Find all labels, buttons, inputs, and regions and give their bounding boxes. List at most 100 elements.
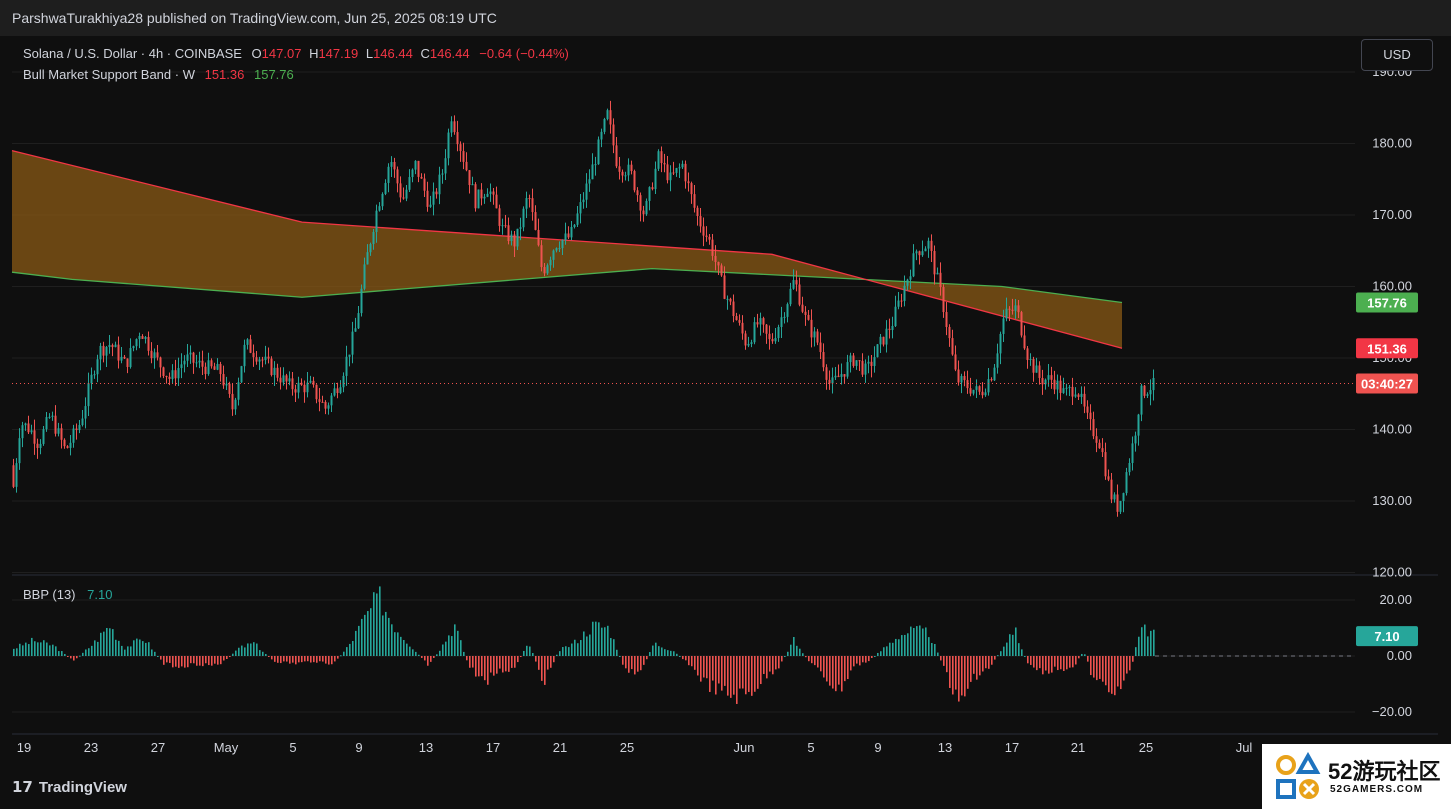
bbp-bar bbox=[1003, 646, 1005, 656]
bbp-bar bbox=[748, 656, 750, 692]
candle-body bbox=[948, 327, 951, 339]
bbp-bar bbox=[1090, 656, 1092, 676]
candle-body bbox=[468, 170, 471, 186]
chart-frame[interactable] bbox=[12, 37, 1438, 764]
bbp-bar bbox=[181, 656, 183, 667]
candle-body bbox=[852, 355, 855, 366]
time-tick-label: 19 bbox=[17, 740, 31, 755]
bbp-bar bbox=[766, 656, 768, 679]
candle-body bbox=[891, 326, 894, 330]
candle-body bbox=[192, 352, 195, 363]
bbp-bar bbox=[913, 627, 915, 656]
bbp-bar bbox=[1051, 656, 1053, 673]
band-name[interactable]: Bull Market Support Band · W bbox=[23, 67, 195, 82]
bbp-bar bbox=[967, 656, 969, 689]
bbp-bar bbox=[679, 656, 681, 657]
price-legend: Solana / U.S. Dollar · 4h · COINBASE O14… bbox=[23, 46, 569, 61]
bbp-bar bbox=[877, 652, 879, 656]
band-upper-badge-bg bbox=[1356, 292, 1418, 313]
watermark-sub: 52GAMERS.COM bbox=[1330, 784, 1424, 795]
candle-body bbox=[849, 355, 852, 363]
bbp-bar bbox=[202, 656, 204, 667]
candle-body bbox=[780, 317, 783, 327]
candle-body bbox=[24, 423, 27, 426]
candle-body bbox=[447, 132, 450, 159]
bbp-bar bbox=[424, 656, 426, 661]
bbp-bar bbox=[253, 642, 255, 656]
candle-body bbox=[939, 272, 942, 288]
candle-body bbox=[402, 197, 405, 199]
high-label: H bbox=[309, 46, 319, 61]
bbp-bar bbox=[118, 640, 120, 656]
bbp-bar bbox=[1150, 630, 1152, 656]
candle-body bbox=[1059, 380, 1062, 393]
candle-body bbox=[117, 344, 120, 361]
symbol-label[interactable]: Solana / U.S. Dollar · 4h · COINBASE bbox=[23, 46, 242, 61]
bbp-bar bbox=[13, 648, 15, 656]
candle-body bbox=[504, 225, 507, 227]
candle-body bbox=[555, 248, 558, 251]
candle-body bbox=[1113, 494, 1116, 500]
bbp-bar bbox=[97, 641, 99, 656]
bbp-bar bbox=[1036, 656, 1038, 671]
bbp-bar bbox=[1141, 627, 1143, 656]
bbp-bar bbox=[220, 656, 222, 665]
bbp-bar bbox=[850, 656, 852, 671]
bbp-bar bbox=[919, 625, 921, 656]
candle-body bbox=[807, 314, 810, 320]
candle-body bbox=[1122, 493, 1125, 501]
candle-body bbox=[1053, 379, 1056, 390]
time-tick-label: 13 bbox=[938, 740, 952, 755]
bbp-tick-label: 20.00 bbox=[1379, 592, 1412, 607]
bbp-bar bbox=[1054, 656, 1056, 667]
candle-body bbox=[441, 173, 444, 175]
currency-button[interactable]: USD bbox=[1361, 39, 1433, 71]
bbp-bar bbox=[40, 642, 42, 656]
bbp-name[interactable]: BBP (13) bbox=[23, 587, 76, 602]
candle-body bbox=[486, 193, 489, 197]
candle-body bbox=[429, 204, 432, 207]
bbp-bar bbox=[946, 656, 948, 673]
bbp-bar bbox=[49, 645, 51, 656]
candle-body bbox=[195, 362, 198, 364]
bbp-bar bbox=[982, 656, 984, 672]
bbp-bar bbox=[70, 656, 72, 659]
bbp-bar bbox=[928, 637, 930, 656]
bbp-bar bbox=[334, 656, 336, 662]
candle-body bbox=[33, 430, 36, 444]
candle-body bbox=[921, 251, 924, 256]
tradingview-logo[interactable]: 𝟭𝟳 TradingView bbox=[12, 778, 127, 796]
bbp-bar bbox=[67, 656, 69, 657]
change-value: −0.64 (−0.44%) bbox=[479, 46, 569, 61]
candle-body bbox=[279, 377, 282, 383]
bbp-bar bbox=[355, 630, 357, 656]
candle-body bbox=[30, 430, 33, 433]
candle-body bbox=[546, 265, 549, 274]
candle-body bbox=[996, 353, 999, 368]
bbp-bar bbox=[1123, 656, 1125, 681]
candle-body bbox=[237, 382, 240, 400]
candle-body bbox=[993, 367, 996, 381]
bbp-bar bbox=[235, 650, 237, 656]
bbp-bar bbox=[787, 651, 789, 656]
candle-body bbox=[303, 384, 306, 393]
candle-body bbox=[396, 169, 399, 184]
candle-body bbox=[759, 318, 762, 325]
price-tick-label: 130.00 bbox=[1372, 493, 1412, 508]
bbp-bar bbox=[193, 656, 195, 664]
bbp-bar bbox=[874, 656, 876, 657]
candle-body bbox=[543, 267, 546, 274]
bbp-bar bbox=[304, 656, 306, 662]
bbp-bar bbox=[940, 656, 942, 661]
bbp-bar bbox=[667, 650, 669, 656]
bbp-bar bbox=[658, 646, 660, 656]
bbp-bar bbox=[700, 656, 702, 682]
bbp-bar bbox=[1081, 653, 1083, 656]
candle-body bbox=[837, 375, 840, 377]
candle-body bbox=[846, 362, 849, 377]
bbp-bar bbox=[634, 656, 636, 675]
candle-body bbox=[288, 378, 291, 382]
candle-body bbox=[186, 354, 189, 361]
bbp-bar bbox=[1009, 634, 1011, 656]
